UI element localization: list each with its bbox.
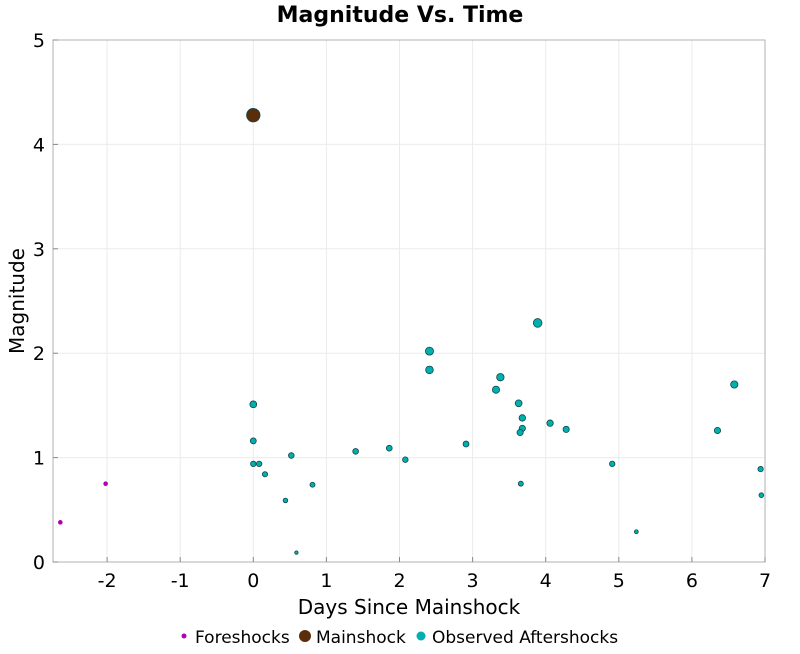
x-tick-label: 3	[467, 570, 479, 592]
data-point-observed-aftershocks	[288, 452, 295, 459]
y-tick-label: 1	[33, 448, 45, 470]
data-point-observed-aftershocks	[562, 425, 570, 433]
data-point-observed-aftershocks	[462, 440, 470, 448]
data-point-observed-aftershocks	[633, 529, 639, 535]
x-axis-label: Days Since Mainshock	[298, 595, 521, 619]
data-point-observed-aftershocks	[757, 466, 764, 473]
data-point-observed-aftershocks	[517, 480, 524, 487]
data-point-observed-aftershocks	[609, 460, 616, 467]
x-tick-label: 1	[320, 570, 332, 592]
data-point-foreshocks	[58, 520, 63, 525]
y-tick-label: 5	[33, 30, 45, 52]
data-point-observed-aftershocks	[261, 471, 268, 478]
x-tick-label: 0	[247, 570, 259, 592]
data-point-observed-aftershocks	[249, 437, 257, 445]
data-point-observed-aftershocks	[518, 414, 526, 422]
data-point-observed-aftershocks	[496, 373, 505, 382]
data-point-mainshock	[246, 108, 261, 123]
x-tick-label: -2	[98, 570, 117, 592]
legend-marker	[299, 630, 311, 642]
legend-label: Observed Aftershocks	[432, 628, 618, 648]
data-point-observed-aftershocks	[516, 429, 524, 437]
legend: Foreshocks Mainshock Observed Aftershocks	[181, 628, 618, 648]
x-tick-label: 7	[759, 570, 771, 592]
data-point-observed-aftershocks	[282, 497, 289, 504]
data-point-observed-aftershocks	[532, 318, 543, 328]
data-point-foreshocks	[103, 481, 108, 487]
x-tick-label: 5	[613, 570, 625, 592]
data-point-observed-aftershocks	[352, 448, 359, 455]
data-point-observed-aftershocks	[250, 460, 257, 467]
legend-marker	[416, 631, 426, 641]
data-point-observed-aftershocks	[294, 550, 299, 555]
data-point-observed-aftershocks	[546, 419, 554, 427]
data-point-observed-aftershocks	[492, 385, 500, 394]
legend-marker	[181, 633, 187, 639]
chart-title: Magnitude Vs. Time	[277, 3, 524, 28]
y-tick-label: 3	[33, 239, 45, 261]
y-axis-label: Magnitude	[5, 248, 29, 354]
data-point-observed-aftershocks	[402, 456, 409, 463]
data-point-observed-aftershocks	[758, 492, 765, 498]
y-tick-label: 0	[33, 552, 45, 574]
data-point-observed-aftershocks	[425, 365, 434, 375]
x-tick-label: 2	[393, 570, 405, 592]
legend-label: Foreshocks	[195, 628, 290, 648]
data-point-observed-aftershocks	[256, 460, 263, 467]
y-tick-label: 4	[33, 134, 45, 156]
x-tick-label: 4	[540, 570, 552, 592]
x-tick-label: -1	[171, 570, 190, 592]
data-point-observed-aftershocks	[514, 399, 523, 408]
data-point-observed-aftershocks	[425, 346, 434, 356]
legend-label: Mainshock	[316, 628, 406, 648]
x-tick-label: 6	[686, 570, 698, 592]
y-tick-label: 2	[33, 343, 45, 365]
data-point-observed-aftershocks	[385, 444, 393, 452]
data-point-observed-aftershocks	[249, 400, 258, 409]
data-point-observed-aftershocks	[730, 380, 739, 389]
data-point-observed-aftershocks	[309, 481, 316, 488]
plot-frame	[52, 39, 766, 563]
data-point-observed-aftershocks	[713, 426, 721, 434]
